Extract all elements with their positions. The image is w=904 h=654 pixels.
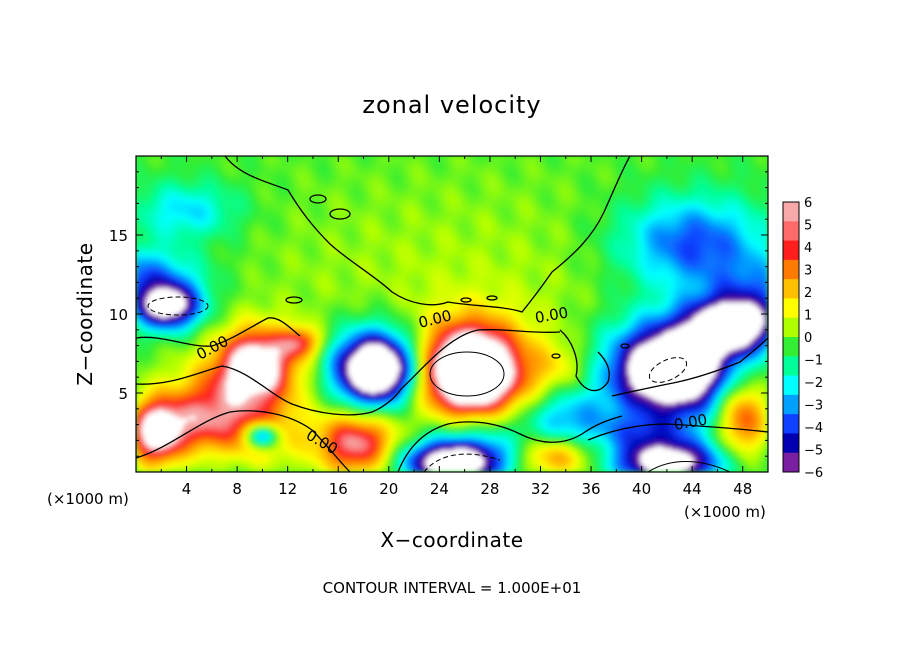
contour-negative-right xyxy=(648,357,688,383)
colorbar-tick-label: 2 xyxy=(804,286,812,301)
colorbar-segment xyxy=(783,221,799,242)
contour-zero-lower-right xyxy=(587,423,768,441)
x-tick-label: 8 xyxy=(232,480,242,498)
colorbar-tick-label: 0 xyxy=(804,331,812,346)
y-tick-label: 10 xyxy=(109,306,128,324)
colorbar-tick-label: 6 xyxy=(804,196,812,211)
colorbar-segment xyxy=(783,356,799,377)
colorbar-segment xyxy=(783,337,799,357)
colorbar: 6 5 4 3 2 1 0 −1 −2 −3 −4 −5 −6 xyxy=(782,196,823,481)
contour-zero-patch xyxy=(559,329,610,392)
x-axis-label: X−coordinate xyxy=(380,528,523,552)
y-axis-label: Z−coordinate xyxy=(73,242,97,385)
x-tick-label: 32 xyxy=(531,480,550,498)
x-tick-label: 40 xyxy=(632,480,651,498)
y-tick-label: 15 xyxy=(109,227,128,245)
x-tick-label: 12 xyxy=(278,480,297,498)
colorbar-segment xyxy=(783,394,799,415)
contour-zero-lower-mid xyxy=(397,415,623,472)
colorbar-segment xyxy=(783,452,799,473)
contour-positive-bottom-right xyxy=(647,461,731,472)
contour-negative-left xyxy=(147,296,209,316)
x-tick-label: 16 xyxy=(329,480,348,498)
colorbar-segment xyxy=(783,414,799,434)
heatmap-image xyxy=(136,156,768,472)
contour-zero-left xyxy=(136,317,301,347)
colorbar-segment xyxy=(783,202,799,222)
plot-area xyxy=(136,156,768,472)
colorbar-tick-label: 3 xyxy=(804,264,812,279)
positive-contours xyxy=(429,351,731,472)
x-unit-right: (×1000 m) xyxy=(684,503,766,521)
colorbar-segment xyxy=(783,240,799,261)
colorbar-segment xyxy=(783,317,799,338)
contour-zero-lower-left xyxy=(136,410,351,472)
x-tick-label: 36 xyxy=(581,480,600,498)
zero-contours xyxy=(136,156,768,472)
contour-zero-isle-7 xyxy=(551,353,561,359)
contour-zero-isle-3 xyxy=(285,296,303,304)
colorbar-tick-label: −3 xyxy=(804,399,823,414)
colorbar-frame xyxy=(782,201,800,473)
colorbar-tick-label: 4 xyxy=(804,241,812,256)
contour-zero-isle-4 xyxy=(460,297,472,303)
x-tick-label: 20 xyxy=(379,480,398,498)
contour-interval-note: CONTOUR INTERVAL = 1.000E+01 xyxy=(323,579,582,597)
contour-zero-middle xyxy=(136,328,561,416)
colorbar-segment xyxy=(783,433,799,454)
negative-contours xyxy=(147,296,688,472)
y-tick-label: 5 xyxy=(118,385,128,403)
contour-positive-center xyxy=(429,351,505,397)
x-tick-label: 24 xyxy=(430,480,449,498)
colorbar-tick-label: −1 xyxy=(804,354,823,369)
x-tick-label: 28 xyxy=(480,480,499,498)
contour-zero-isle-6 xyxy=(620,343,630,349)
contour-label: 0.00 xyxy=(673,410,709,434)
x-tick-label: 4 xyxy=(182,480,192,498)
colorbar-segment xyxy=(783,259,799,280)
colorbar-segment xyxy=(783,375,799,396)
x-axis: 4 8 12 16 20 24 28 32 36 40 44 48 xyxy=(160,156,752,498)
contour-negative-bottom xyxy=(423,453,501,472)
colorbar-tick-label: 1 xyxy=(804,309,812,324)
y-axis: 5 10 15 xyxy=(109,171,768,457)
contour-zero-isle-1 xyxy=(309,194,327,204)
chart-title: zonal velocity xyxy=(362,91,541,119)
contour-zero-isle-2 xyxy=(329,208,351,220)
contour-label: 0.00 xyxy=(534,303,570,327)
contour-zero-upper xyxy=(224,156,631,313)
colorbar-segment xyxy=(783,298,799,319)
colorbar-tick-label: 5 xyxy=(804,219,812,234)
contour-zero-right-blob xyxy=(611,337,768,397)
colorbar-segment xyxy=(783,279,799,299)
x-tick-label: 48 xyxy=(733,480,752,498)
x-unit-left: (×1000 m) xyxy=(47,490,129,508)
x-tick-label: 44 xyxy=(683,480,702,498)
contour-zero-isle-5 xyxy=(486,295,498,301)
colorbar-tick-label: −5 xyxy=(804,444,823,459)
colorbar-tick-label: −2 xyxy=(804,376,823,391)
colorbar-tick-label: −6 xyxy=(804,466,823,481)
colorbar-tick-label: −4 xyxy=(804,421,823,436)
